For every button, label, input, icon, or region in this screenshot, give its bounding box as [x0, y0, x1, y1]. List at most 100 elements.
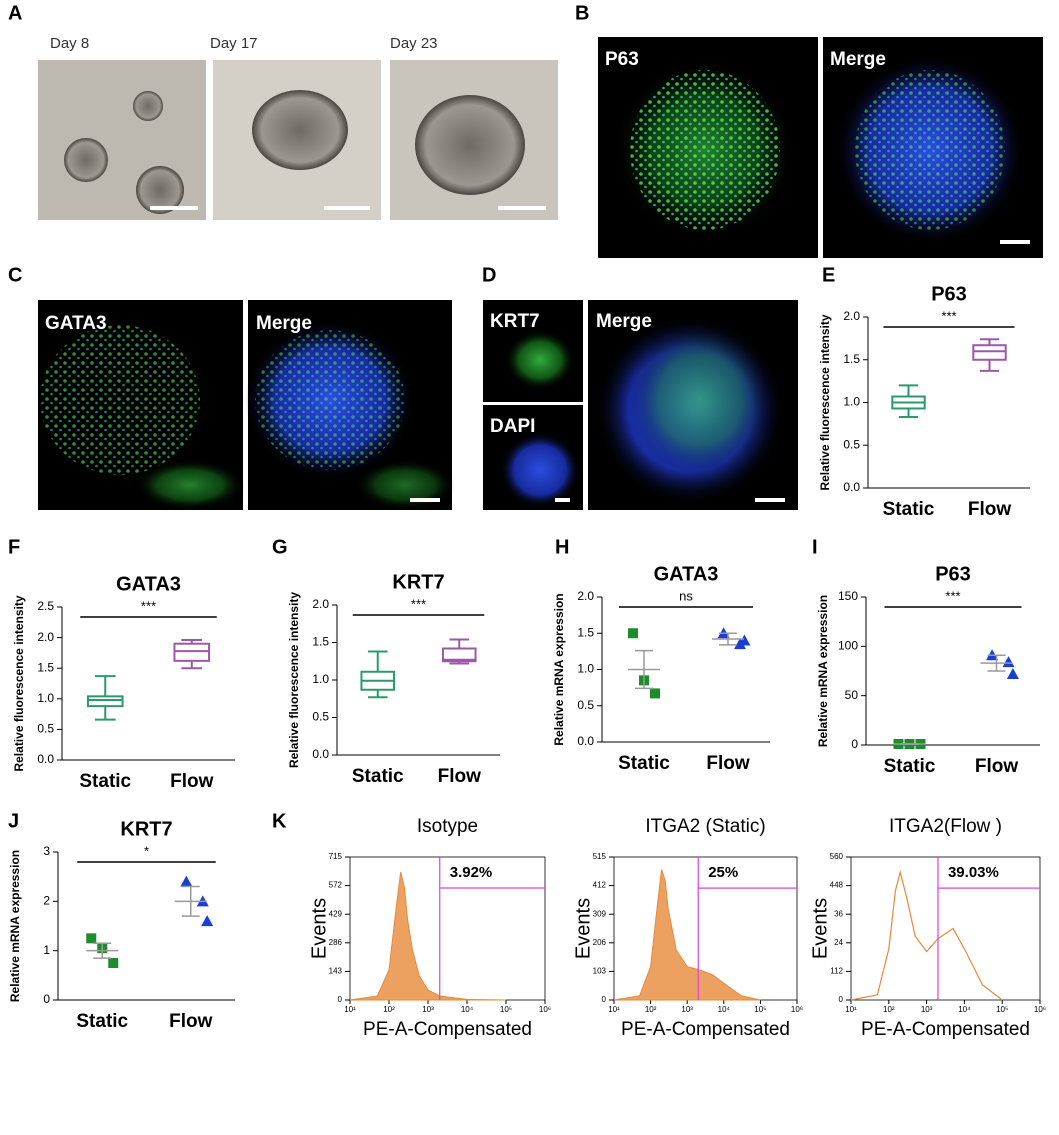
- x-tick-label: Static: [79, 771, 131, 792]
- x-tick-label: 10²: [383, 1005, 395, 1014]
- y-tick-label: 0.5: [843, 437, 860, 451]
- stain: [855, 70, 1005, 230]
- organoid: [415, 95, 525, 195]
- y-tick-label: 206: [593, 938, 607, 947]
- y-tick-label: 429: [329, 909, 343, 918]
- y-tick-label: 1.5: [843, 352, 860, 366]
- y-tick-label: 103: [593, 967, 607, 976]
- plot-frame: [349, 856, 546, 1001]
- plot-frame: [850, 856, 1041, 1001]
- chart: KRT7 Relative fluorescence intensity 0.0 0.…: [287, 571, 500, 787]
- y-tick-label: 2.0: [577, 589, 594, 603]
- significance-label: ***: [941, 308, 956, 323]
- data-point: [108, 958, 119, 968]
- organoid: [252, 90, 348, 170]
- chart: GATA3 Relative mRNA expression 0.0 0.5 1.0 1.…: [552, 563, 770, 774]
- chart: Isotype Events 0 143 286 429 572 715 10¹ 10² 10³ 10…: [308, 816, 551, 1040]
- y-axis-label: Relative fluorescence intensity: [287, 592, 301, 768]
- y-tick-label: 112: [830, 967, 843, 976]
- chart: P63 Relative mRNA expression 0 50 100 150 Stat…: [816, 563, 1040, 777]
- panel-d-images: KRT7 DAPI Merge: [483, 300, 798, 510]
- image-title: GATA3: [45, 313, 107, 334]
- y-tick-label: 0: [43, 992, 50, 1006]
- panel-label: B: [575, 2, 589, 24]
- stain: [135, 460, 245, 510]
- x-axis-label: PE-A-Compensated: [861, 1019, 1030, 1040]
- x-tick-label: 10¹: [344, 1005, 356, 1014]
- x-tick-label: Static: [884, 756, 936, 777]
- chart-title: ITGA2(Flow ): [889, 816, 1002, 837]
- y-tick-label: 36: [834, 909, 843, 918]
- x-tick-label: 10⁶: [1034, 1005, 1046, 1014]
- chart-title: KRT7: [392, 571, 444, 593]
- x-tick-label: 10³: [422, 1005, 434, 1014]
- data-point: [1002, 656, 1015, 668]
- y-axis-label: Relative mRNA expression: [552, 593, 566, 745]
- stain: [505, 330, 575, 390]
- y-axis-label: Events: [809, 898, 831, 959]
- x-tick-label: 10⁴: [461, 1005, 474, 1014]
- image-title: Merge: [830, 49, 886, 70]
- x-tick-label: Flow: [170, 771, 213, 792]
- y-tick-label: 572: [329, 881, 343, 890]
- data-point: [650, 688, 660, 699]
- y-tick-label: 0.0: [37, 752, 54, 766]
- panel-c-images: GATA3 Merge: [38, 300, 455, 510]
- y-tick-label: 448: [830, 881, 844, 890]
- image-caption: Day 8: [50, 35, 89, 52]
- stain: [630, 70, 780, 230]
- y-tick-label: 309: [593, 909, 607, 918]
- x-tick-label: Static: [618, 753, 670, 774]
- panel-label: G: [272, 536, 288, 558]
- y-tick-label: 1.0: [37, 691, 54, 705]
- chart: KRT7 Relative mRNA expression 0 1 2 3 Static Fl…: [8, 818, 235, 1032]
- y-tick-label: 0: [338, 995, 343, 1004]
- chart-title: KRT7: [120, 818, 172, 840]
- y-tick-label: 515: [593, 852, 607, 861]
- y-tick-label: 0.0: [843, 480, 860, 494]
- x-axis-label: PE-A-Compensated: [363, 1019, 532, 1040]
- x-tick-label: Static: [76, 1011, 128, 1032]
- x-tick-label: 10⁴: [958, 1005, 971, 1014]
- y-tick-label: 1.0: [312, 672, 329, 686]
- panel-b-images: P63 Merge: [598, 37, 1043, 258]
- chart-title: P63: [931, 283, 967, 305]
- x-tick-label: Flow: [968, 499, 1011, 520]
- x-axis-label: PE-A-Compensated: [621, 1019, 790, 1040]
- y-tick-label: 2.5: [37, 599, 54, 613]
- x-tick-label: Flow: [169, 1011, 212, 1032]
- panel-label: I: [812, 536, 818, 558]
- x-tick-label: 10⁵: [754, 1005, 766, 1014]
- y-tick-label: 0: [851, 737, 858, 751]
- y-tick-label: 100: [838, 639, 858, 653]
- x-tick-label: Static: [883, 499, 935, 520]
- data-point: [86, 933, 97, 944]
- y-tick-label: 50: [845, 688, 859, 702]
- data-point: [628, 628, 638, 639]
- x-tick-label: Flow: [975, 756, 1018, 777]
- x-tick-label: 10³: [681, 1005, 693, 1014]
- gate-percent: 39.03%: [948, 864, 999, 881]
- chart: GATA3 Relative fluorescence intensity 0.0 0…: [12, 573, 235, 792]
- stain: [40, 325, 200, 475]
- y-tick-label: 560: [830, 852, 844, 861]
- chart-title: ITGA2 (Static): [645, 816, 765, 837]
- histogram-area: [613, 869, 761, 1001]
- organoid: [64, 138, 108, 182]
- chart-title: GATA3: [654, 563, 719, 585]
- x-tick-label: 10²: [883, 1005, 895, 1014]
- y-tick-label: 1.5: [312, 635, 329, 649]
- chart-title: P63: [935, 563, 971, 585]
- stain: [255, 330, 405, 470]
- data-point: [738, 634, 751, 646]
- stain: [630, 325, 770, 475]
- x-tick-label: Flow: [438, 766, 481, 787]
- y-tick-label: 150: [838, 589, 858, 603]
- x-tick-label: Flow: [706, 753, 749, 774]
- x-tick-label: Static: [352, 766, 404, 787]
- gate-percent: 3.92%: [450, 864, 493, 881]
- image-title: Merge: [256, 313, 312, 334]
- x-tick-label: 10²: [645, 1005, 657, 1014]
- y-tick-label: 3: [43, 844, 50, 858]
